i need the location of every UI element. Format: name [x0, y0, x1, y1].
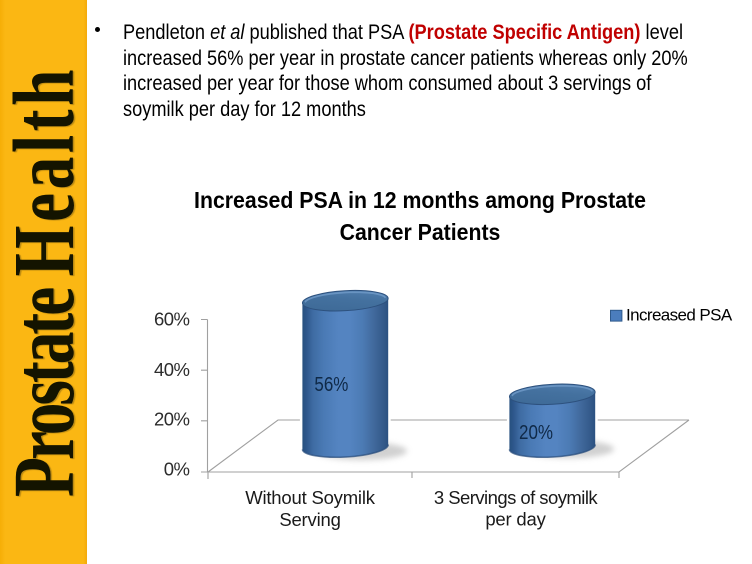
- svg-text:40%: 40%: [154, 359, 190, 380]
- svg-text:per day: per day: [485, 509, 546, 530]
- svg-text:Serving: Serving: [279, 509, 340, 530]
- svg-text:60%: 60%: [154, 308, 190, 329]
- svg-text:3 Servings of soymilk: 3 Servings of soymilk: [434, 487, 599, 508]
- svg-text:0%: 0%: [164, 458, 190, 479]
- svg-text:20%: 20%: [154, 409, 190, 430]
- svg-text:56%: 56%: [314, 374, 348, 396]
- svg-text:20%: 20%: [519, 422, 553, 444]
- svg-text:Without Soymilk: Without Soymilk: [245, 487, 376, 508]
- svg-text:Increased PSA: Increased PSA: [626, 306, 733, 325]
